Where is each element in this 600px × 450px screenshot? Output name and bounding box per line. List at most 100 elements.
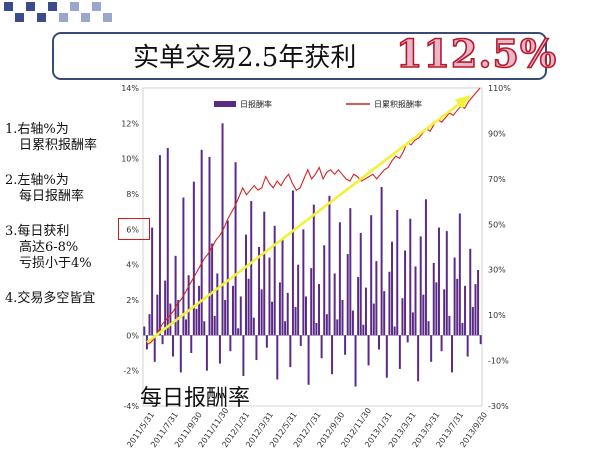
daily-return-bar bbox=[302, 229, 305, 336]
daily-return-bar bbox=[367, 335, 370, 366]
daily-return-bar bbox=[471, 307, 474, 336]
daily-return-bar bbox=[179, 335, 182, 373]
daily-return-bar bbox=[260, 289, 263, 336]
left-axis-tick-label: 8% bbox=[126, 190, 139, 199]
daily-return-bar bbox=[336, 319, 339, 336]
daily-return-bar bbox=[242, 335, 245, 376]
daily-return-bar bbox=[265, 335, 268, 348]
daily-return-bar bbox=[239, 296, 242, 336]
daily-return-bar bbox=[294, 307, 297, 336]
daily-return-bar bbox=[234, 162, 237, 336]
daily-return-bar bbox=[357, 277, 360, 336]
daily-return-bar bbox=[349, 208, 352, 336]
pattern-square bbox=[103, 13, 112, 22]
daily-return-bar bbox=[161, 335, 164, 345]
note-2: 2.左轴%为 每日报酬率 bbox=[5, 173, 147, 205]
note-line: 4.交易多空皆宜 bbox=[5, 291, 96, 306]
legend-bar-swatch bbox=[214, 101, 236, 107]
daily-return-bar bbox=[430, 335, 433, 362]
daily-return-bar bbox=[477, 269, 480, 336]
daily-return-bar bbox=[479, 335, 482, 345]
daily-return-bar bbox=[218, 335, 221, 364]
daily-return-bar bbox=[451, 335, 454, 373]
daily-return-bar bbox=[299, 335, 302, 346]
daily-return-bar bbox=[250, 201, 253, 336]
daily-return-bar bbox=[474, 284, 477, 336]
note-4: 4.交易多空皆宜 bbox=[5, 291, 147, 307]
daily-return-bar bbox=[310, 268, 313, 336]
daily-return-bar bbox=[414, 266, 417, 336]
daily-return-bar bbox=[341, 300, 344, 336]
daily-return-bar bbox=[156, 294, 159, 336]
daily-return-bar bbox=[198, 285, 201, 336]
daily-return-bar bbox=[164, 280, 167, 336]
daily-return-bar bbox=[453, 257, 456, 336]
right-axis-tick-label: -30% bbox=[488, 402, 509, 411]
left-axis-tick-label: -2% bbox=[123, 367, 139, 376]
daily-return-bar bbox=[448, 315, 451, 336]
daily-return-bar bbox=[354, 335, 357, 387]
right-axis-tick-label: 90% bbox=[488, 129, 506, 138]
daily-return-bar bbox=[182, 197, 185, 336]
left-axis-tick-label: 10% bbox=[121, 155, 139, 164]
daily-return-bar bbox=[351, 310, 354, 336]
pattern-square bbox=[92, 2, 101, 11]
daily-return-bar bbox=[174, 255, 177, 336]
daily-return-bar bbox=[456, 278, 459, 336]
daily-return-bar bbox=[143, 326, 146, 336]
daily-return-bar bbox=[388, 271, 391, 336]
daily-return-bar bbox=[380, 186, 383, 336]
daily-return-bar bbox=[318, 284, 321, 336]
legend-line-label: 日累积报酬率 bbox=[374, 99, 422, 109]
daily-return-bar bbox=[346, 254, 349, 336]
daily-return-bar bbox=[391, 241, 394, 336]
daily-return-bar bbox=[396, 209, 399, 336]
daily-return-bar bbox=[385, 335, 388, 378]
daily-return-bar bbox=[216, 273, 219, 336]
daily-return-bar bbox=[148, 314, 151, 336]
daily-return-bar bbox=[211, 243, 214, 336]
daily-return-bar bbox=[271, 301, 274, 336]
pattern-square bbox=[81, 13, 90, 22]
bottom-label: 每日报酬率 bbox=[140, 386, 251, 411]
left-axis-tick-label: 14% bbox=[121, 84, 139, 93]
note-1: 1.右轴%为 日累积报酬率 bbox=[5, 122, 147, 154]
daily-return-bar bbox=[362, 324, 365, 336]
note-line: 3.每日获利 bbox=[5, 224, 70, 239]
daily-return-bar bbox=[195, 308, 198, 336]
daily-return-bar bbox=[312, 204, 315, 336]
daily-return-bar bbox=[297, 264, 300, 336]
daily-return-bar bbox=[255, 335, 258, 361]
daily-return-bar bbox=[263, 211, 266, 336]
daily-return-bar bbox=[398, 335, 401, 369]
daily-return-bar bbox=[445, 231, 448, 336]
left-axis-tick-label: 6% bbox=[126, 225, 139, 234]
plot-area bbox=[142, 87, 483, 407]
left-axis-tick-label: -4% bbox=[123, 402, 139, 411]
daily-return-bar bbox=[153, 335, 156, 362]
daily-return-bar bbox=[443, 289, 446, 336]
daily-return-bar bbox=[268, 257, 271, 336]
daily-return-bar bbox=[229, 335, 232, 352]
daily-return-bar bbox=[393, 326, 396, 336]
left-axis-tick-label: 4% bbox=[126, 261, 139, 270]
daily-return-bar bbox=[378, 335, 380, 350]
daily-return-bar bbox=[284, 321, 287, 336]
left-axis-tick-label: 2% bbox=[126, 296, 139, 305]
daily-return-bar bbox=[464, 285, 467, 336]
daily-return-bar bbox=[411, 312, 414, 336]
daily-return-bar bbox=[278, 282, 281, 336]
daily-return-bar bbox=[247, 278, 250, 336]
note-line: 2.左轴%为 bbox=[5, 173, 69, 188]
daily-return-bar bbox=[224, 300, 227, 336]
corner-pattern bbox=[4, 2, 112, 22]
pattern-square bbox=[26, 2, 35, 11]
title-box bbox=[52, 32, 547, 80]
daily-return-bar bbox=[258, 247, 261, 336]
daily-return-bar bbox=[273, 225, 276, 336]
daily-return-bar bbox=[401, 298, 404, 336]
daily-return-bar bbox=[406, 335, 409, 343]
daily-return-bar bbox=[469, 248, 472, 336]
daily-return-bar bbox=[404, 250, 407, 336]
